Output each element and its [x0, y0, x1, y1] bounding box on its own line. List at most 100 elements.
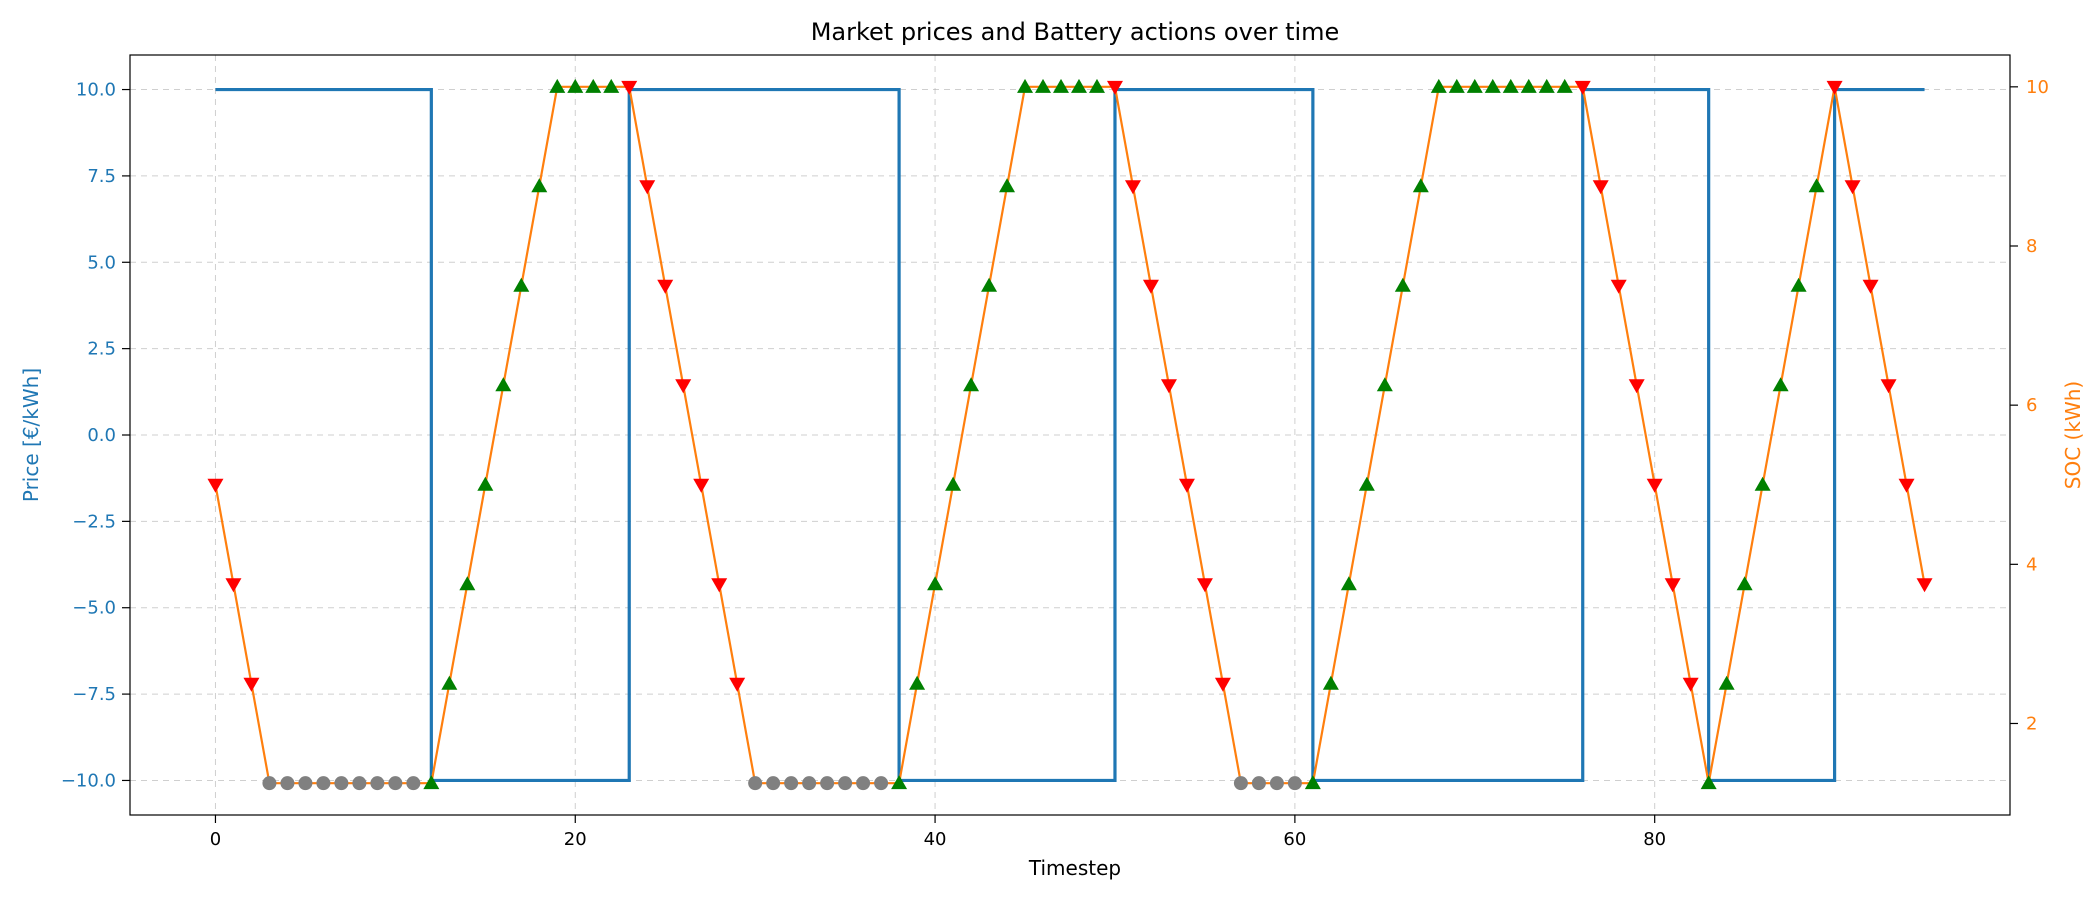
discharge-marker — [1844, 180, 1861, 195]
charge-marker — [1772, 377, 1789, 392]
charge-marker — [945, 476, 962, 491]
soc-line — [214, 85, 1926, 785]
charge-marker — [585, 78, 602, 93]
idle-marker — [766, 776, 781, 791]
charge-marker — [1376, 377, 1393, 392]
idle-marker — [748, 776, 763, 791]
discharge-marker — [1880, 379, 1897, 394]
charge-marker — [1538, 78, 1555, 93]
charge-marker — [567, 78, 584, 93]
x-tick-label: 60 — [1283, 829, 1306, 850]
charge-marker — [513, 277, 530, 292]
x-tick-label: 40 — [924, 829, 947, 850]
charge-marker — [1394, 277, 1411, 292]
discharge-marker — [1610, 279, 1627, 294]
charge-marker — [1340, 576, 1357, 591]
discharge-marker — [1826, 80, 1843, 95]
idle-marker — [370, 776, 385, 791]
discharge-marker — [711, 578, 728, 593]
charge-marker — [1358, 476, 1375, 491]
charge-marker — [477, 476, 494, 491]
charge-marker — [1035, 78, 1052, 93]
charge-marker — [999, 178, 1016, 193]
discharge-marker — [225, 578, 242, 593]
charge-marker — [927, 576, 944, 591]
idle-marker — [406, 776, 421, 791]
discharge-marker — [1682, 677, 1699, 692]
charge-marker — [1502, 78, 1519, 93]
price-step-line — [215, 87, 1925, 783]
charge-marker — [1466, 78, 1483, 93]
y-right-tick-label: 4 — [2026, 554, 2037, 575]
y-axis-left-title: Price [€/kWh] — [19, 368, 43, 502]
discharge-marker — [621, 80, 638, 95]
discharge-marker — [1142, 279, 1159, 294]
idle-marker — [784, 776, 799, 791]
charge-marker — [1412, 178, 1429, 193]
charge-marker — [1430, 78, 1447, 93]
idle-marker — [298, 776, 313, 791]
idle-marker — [316, 776, 331, 791]
y-right-tick-label: 6 — [2026, 395, 2037, 416]
charge-marker — [1700, 775, 1717, 790]
y-right-tick-label: 8 — [2026, 236, 2037, 257]
action-marker-layer — [207, 78, 1933, 791]
y-left-tick-label: −7.5 — [72, 684, 116, 705]
discharge-marker — [1160, 379, 1177, 394]
charge-marker — [1484, 78, 1501, 93]
discharge-marker — [1592, 180, 1609, 195]
charge-marker — [495, 377, 512, 392]
charge-marker — [963, 377, 980, 392]
idle-marker — [802, 776, 817, 791]
y-left-tick-label: 10.0 — [76, 80, 116, 101]
idle-marker — [388, 776, 403, 791]
charge-marker — [1070, 78, 1087, 93]
charge-marker — [1736, 576, 1753, 591]
discharge-marker — [1196, 578, 1213, 593]
charge-marker — [1304, 775, 1321, 790]
grid-layer — [130, 55, 2010, 815]
y-left-tick-label: 7.5 — [87, 166, 116, 187]
discharge-marker — [675, 379, 692, 394]
charge-marker — [1053, 78, 1070, 93]
charge-marker — [1448, 78, 1465, 93]
charge-marker — [1017, 78, 1034, 93]
discharge-marker — [243, 677, 260, 692]
y-left-tick-label: 2.5 — [87, 339, 116, 360]
discharge-marker — [1862, 279, 1879, 294]
charge-marker — [1088, 78, 1105, 93]
idle-marker — [820, 776, 835, 791]
idle-marker — [1269, 776, 1284, 791]
charge-marker — [891, 775, 908, 790]
charge-marker — [1808, 178, 1825, 193]
soc-series-layer — [214, 85, 1926, 785]
charge-marker — [459, 576, 476, 591]
x-axis-title: Timestep — [1028, 856, 1121, 880]
y-left-tick-label: −10.0 — [61, 770, 116, 791]
chart-title: Market prices and Battery actions over t… — [811, 18, 1340, 46]
idle-marker — [856, 776, 871, 791]
idle-marker — [1233, 776, 1248, 791]
charge-marker — [549, 78, 566, 93]
y-left-tick-label: −2.5 — [72, 511, 116, 532]
discharge-marker — [639, 180, 656, 195]
discharge-marker — [1646, 478, 1663, 493]
idle-marker — [1251, 776, 1266, 791]
discharge-marker — [1124, 180, 1141, 195]
discharge-marker — [1574, 80, 1591, 95]
discharge-marker — [1898, 478, 1915, 493]
idle-marker — [1287, 776, 1302, 791]
axis-layer: 0 20 40 60 80 10.0 7.5 5.0 2.5 0.0 −2.5 −5.0 −7.5 −10… — [61, 77, 2049, 850]
x-tick-label: 80 — [1643, 829, 1666, 850]
discharge-marker — [1214, 677, 1231, 692]
discharge-marker — [1178, 478, 1195, 493]
x-tick-label: 0 — [210, 829, 221, 850]
idle-marker — [280, 776, 295, 791]
charge-marker — [1322, 675, 1339, 690]
y-right-tick-label: 10 — [2026, 77, 2049, 98]
idle-marker — [262, 776, 277, 791]
y-left-tick-label: 5.0 — [87, 252, 116, 273]
charge-marker — [603, 78, 620, 93]
y-right-tick-label: 2 — [2026, 713, 2037, 734]
